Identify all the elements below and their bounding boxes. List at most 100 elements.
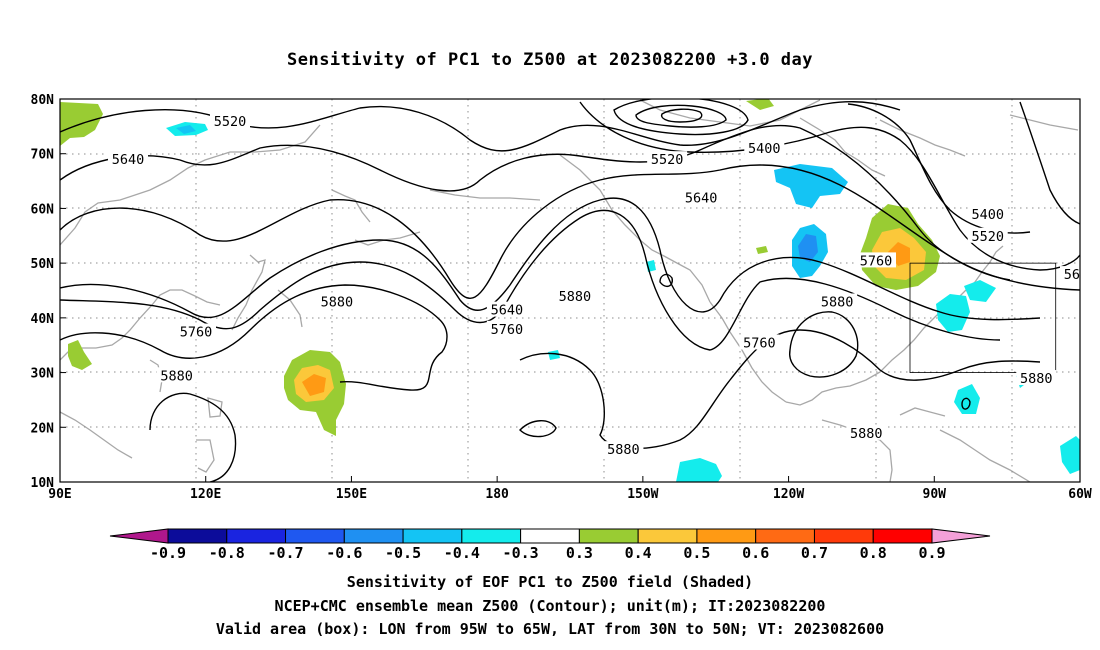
svg-text:5880: 5880 xyxy=(821,294,854,310)
svg-text:5880: 5880 xyxy=(160,368,193,384)
lon-label: 180 xyxy=(485,487,509,502)
contour-labels: 5520 5640 5760 5880 5880 5640 5760 5880 5520 5640… xyxy=(108,112,1097,458)
svg-text:5520: 5520 xyxy=(651,152,684,168)
contour-label: 5760 xyxy=(739,334,780,351)
shade-negative-region xyxy=(176,125,196,134)
shade-negative-region xyxy=(798,234,818,262)
svg-text:5880: 5880 xyxy=(850,426,883,442)
svg-text:5880: 5880 xyxy=(607,442,640,458)
shade-negative-region xyxy=(548,350,560,360)
shade-negative-region xyxy=(964,280,996,302)
caption-valid-area: Valid area (box): LON from 95W to 65W, L… xyxy=(215,620,885,638)
contour-label: 5760 xyxy=(486,320,527,338)
svg-text:5880: 5880 xyxy=(1020,371,1053,387)
sensitivity-shading xyxy=(60,99,1080,482)
colorbar-swatch xyxy=(343,528,404,544)
lon-label: 60W xyxy=(1068,487,1092,502)
map-frame xyxy=(59,98,1081,483)
lat-label: 50N xyxy=(31,257,55,272)
colorbar-label: 0.4 xyxy=(625,544,652,562)
colorbar-neg-end xyxy=(109,528,169,544)
lon-label: 90E xyxy=(48,487,71,502)
contour-label: 5640 xyxy=(681,189,722,206)
svg-text:5760: 5760 xyxy=(180,325,213,341)
colorbar-label: 0.7 xyxy=(801,544,828,562)
colorbar-label: 0.5 xyxy=(683,544,710,562)
colorbar-swatch xyxy=(520,528,580,544)
map-title: Sensitivity of PC1 to Z500 at 2023082200… xyxy=(286,50,813,70)
lat-label: 80N xyxy=(31,93,55,108)
colorbar-swatch xyxy=(167,528,228,544)
contour-label: 5880 xyxy=(554,287,595,305)
contour-label: 5520 xyxy=(210,112,250,130)
longitude-labels: 90E 120E 150E 180 150W 120W 90W 60W xyxy=(48,476,1092,502)
colorbar-label: -0.8 xyxy=(209,544,245,562)
contour-label: 5400 xyxy=(967,205,1008,223)
contour-label: 5880 xyxy=(156,367,197,384)
colorbar-label: -0.3 xyxy=(503,544,539,562)
colorbar-label: 0.6 xyxy=(742,544,769,562)
lat-label: 40N xyxy=(31,312,55,327)
svg-text:5640: 5640 xyxy=(112,152,145,168)
lon-label: 90W xyxy=(923,487,947,502)
lat-label: 20N xyxy=(31,421,55,436)
contour-label: 5640 xyxy=(486,301,527,319)
colorbar-label: -0.7 xyxy=(267,544,303,562)
colorbar-pos-end xyxy=(931,528,991,544)
shade-positive-region xyxy=(888,242,910,266)
colorbar-swatch xyxy=(696,528,757,544)
contour-label: 5880 xyxy=(1016,370,1057,387)
colorbar-label: -0.5 xyxy=(385,544,421,562)
contour-label: 5880 xyxy=(603,441,644,458)
lat-label: 60N xyxy=(31,202,55,217)
svg-text:5760: 5760 xyxy=(491,322,524,338)
lon-label: 120W xyxy=(773,487,804,502)
svg-text:5400: 5400 xyxy=(971,207,1004,223)
contour-label: 5640 xyxy=(1060,266,1097,283)
lat-label: 70N xyxy=(31,148,55,163)
colorbar-label: -0.9 xyxy=(150,544,186,562)
svg-text:5760: 5760 xyxy=(743,335,776,351)
colorbar-label: -0.4 xyxy=(444,544,480,562)
contour-label: 5880 xyxy=(316,293,357,310)
svg-text:5880: 5880 xyxy=(559,289,592,305)
colorbar-label: -0.6 xyxy=(326,544,362,562)
shade-negative-region xyxy=(676,458,722,482)
shade-positive-region xyxy=(756,246,768,254)
colorbar-label: 0.9 xyxy=(918,544,945,562)
colorbar-swatch xyxy=(226,528,287,544)
svg-text:5520: 5520 xyxy=(214,114,247,130)
colorbar-swatch xyxy=(461,528,522,544)
contour-label: 5640 xyxy=(108,151,148,168)
lat-label: 10N xyxy=(31,476,55,491)
shade-positive-region xyxy=(68,340,92,370)
colorbar-swatch xyxy=(637,528,698,544)
colorbar: -0.9 -0.8 -0.7 -0.6 -0.5 -0.4 -0.3 0.3 0.4 0.5 0.6… xyxy=(109,528,991,562)
shade-negative-region xyxy=(774,164,848,208)
svg-text:5880: 5880 xyxy=(321,294,354,310)
valid-area-box xyxy=(909,262,1057,373)
colorbar-swatch xyxy=(402,528,463,544)
shade-negative-region xyxy=(936,294,970,332)
colorbar-swatch xyxy=(872,528,933,544)
shade-positive-region xyxy=(302,374,326,396)
colorbar-swatch xyxy=(813,528,874,544)
colorbar-label: 0.3 xyxy=(566,544,593,562)
shade-negative-region xyxy=(1060,436,1080,474)
contour-label: 5400 xyxy=(744,140,785,157)
shade-positive-region xyxy=(746,99,774,110)
contour-label: 5760 xyxy=(176,323,216,341)
svg-text:5640: 5640 xyxy=(1064,267,1097,283)
contour-label: 5760 xyxy=(856,252,896,269)
svg-text:5640: 5640 xyxy=(685,190,718,206)
svg-text:5520: 5520 xyxy=(971,229,1004,245)
colorbar-swatch xyxy=(755,528,815,544)
lon-label: 150E xyxy=(336,487,367,502)
colorbar-swatch xyxy=(578,528,639,544)
caption-shaded: Sensitivity of EOF PC1 to Z500 field (Sh… xyxy=(346,573,754,591)
svg-text:5640: 5640 xyxy=(491,303,524,319)
contour-label: 5880 xyxy=(846,424,887,442)
contour-label: 5520 xyxy=(647,151,688,168)
latitude-labels: 80N 70N 60N 50N 40N 30N 20N 10N xyxy=(31,93,66,491)
